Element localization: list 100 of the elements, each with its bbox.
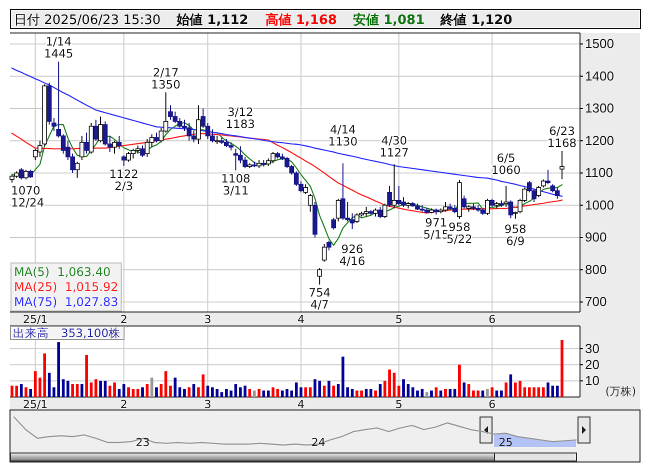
bar xyxy=(286,388,288,397)
bar xyxy=(328,380,330,397)
bar xyxy=(71,384,74,397)
text: MA(5) 1,063.40 xyxy=(14,265,111,279)
candlestick xyxy=(303,184,308,194)
text: 754 4/7 xyxy=(308,286,331,312)
bar xyxy=(402,379,405,397)
x-tick-label: 25/1 xyxy=(22,313,48,326)
bar xyxy=(252,390,256,397)
candlestick xyxy=(80,135,84,161)
x-tick-label: 5 xyxy=(395,313,402,326)
bar xyxy=(542,387,545,397)
candlestick xyxy=(24,169,28,180)
bar xyxy=(304,387,308,397)
bar xyxy=(280,390,284,397)
candlestick xyxy=(382,203,388,219)
bar xyxy=(332,386,336,397)
bar xyxy=(406,384,410,397)
bar xyxy=(556,386,559,397)
text: 1070 12/24 xyxy=(11,184,44,210)
text: 1122 2/3 xyxy=(109,166,139,193)
bar xyxy=(448,388,452,397)
bar xyxy=(66,380,70,397)
bar xyxy=(490,387,494,397)
y-tick-label: 1500 xyxy=(585,36,614,52)
x-tick-label: 23 xyxy=(136,436,150,449)
bar xyxy=(20,384,23,397)
candlestick xyxy=(504,185,508,208)
text: 安値 1,081 xyxy=(352,12,425,28)
x-tick-label: 5 xyxy=(395,398,402,411)
bar xyxy=(486,388,489,397)
text: MA(75) 1,027.83 xyxy=(14,295,118,309)
text: 6/23 1168 xyxy=(547,124,577,150)
bar xyxy=(80,384,84,397)
candlestick xyxy=(112,140,117,154)
candlestick xyxy=(387,185,392,208)
bar xyxy=(174,378,177,397)
x-tick-label: 2 xyxy=(120,398,128,411)
candlestick xyxy=(18,168,24,180)
bar xyxy=(192,384,196,397)
bar xyxy=(34,371,37,397)
text: 1108 3/11 xyxy=(221,171,250,198)
bar xyxy=(439,390,442,397)
candlestick xyxy=(102,120,108,146)
bar xyxy=(206,386,210,397)
bar xyxy=(322,386,326,397)
bar xyxy=(444,388,447,397)
x-tick-label: 6 xyxy=(488,313,496,326)
y-tick-label: 1000 xyxy=(585,197,614,212)
bar xyxy=(425,392,428,397)
bar xyxy=(155,387,158,397)
bar xyxy=(127,387,130,397)
candlestick xyxy=(121,154,126,166)
bar xyxy=(234,384,238,397)
candlestick xyxy=(392,164,397,209)
candlestick xyxy=(326,240,332,251)
y-tick-label: 800 xyxy=(585,262,607,277)
candlestick xyxy=(508,200,514,219)
candlestick xyxy=(378,206,383,219)
candlestick xyxy=(462,195,467,209)
candlestick xyxy=(308,193,313,212)
y-tick-label: 1100 xyxy=(585,165,613,180)
x-tick-label: 3 xyxy=(204,398,212,411)
candlestick xyxy=(336,198,341,222)
bar xyxy=(290,390,294,397)
y-tick-label: 700 xyxy=(585,294,607,310)
candlestick xyxy=(84,132,89,154)
text: 終値 1,120 xyxy=(440,13,512,28)
bar xyxy=(272,387,274,397)
bar xyxy=(300,387,302,397)
bar xyxy=(481,390,484,397)
bar xyxy=(24,387,28,397)
x-tick-label: 24 xyxy=(311,436,326,449)
candlestick xyxy=(322,243,327,262)
bar xyxy=(378,384,382,397)
text: 926 4/16 xyxy=(339,242,366,268)
y-tick-label: 1400 xyxy=(585,68,614,84)
bar xyxy=(560,340,564,397)
bar xyxy=(397,386,400,397)
bar xyxy=(94,379,98,397)
x-tick-label: 4 xyxy=(297,398,304,411)
candlestick xyxy=(140,145,145,158)
bar xyxy=(146,384,149,397)
candlestick xyxy=(196,104,201,144)
x-tick-label: 25/1 xyxy=(22,398,48,411)
y-tick-label: 900 xyxy=(585,230,607,245)
bar xyxy=(85,355,88,397)
bar xyxy=(164,371,168,397)
bar xyxy=(551,386,554,397)
chart-title: 出来高 353,100株 xyxy=(13,326,121,340)
text: 日付 2025/06/23 15:30 xyxy=(14,13,161,28)
bar xyxy=(76,384,79,397)
y-tick-label: 1300 xyxy=(585,100,614,116)
x-tick-label: 4 xyxy=(297,313,304,326)
bar xyxy=(183,388,186,397)
bar xyxy=(258,388,260,397)
bar xyxy=(15,386,18,397)
text: 1/14 1445 xyxy=(44,34,74,61)
bar xyxy=(122,384,126,397)
text: 4/14 1130 xyxy=(328,122,358,148)
